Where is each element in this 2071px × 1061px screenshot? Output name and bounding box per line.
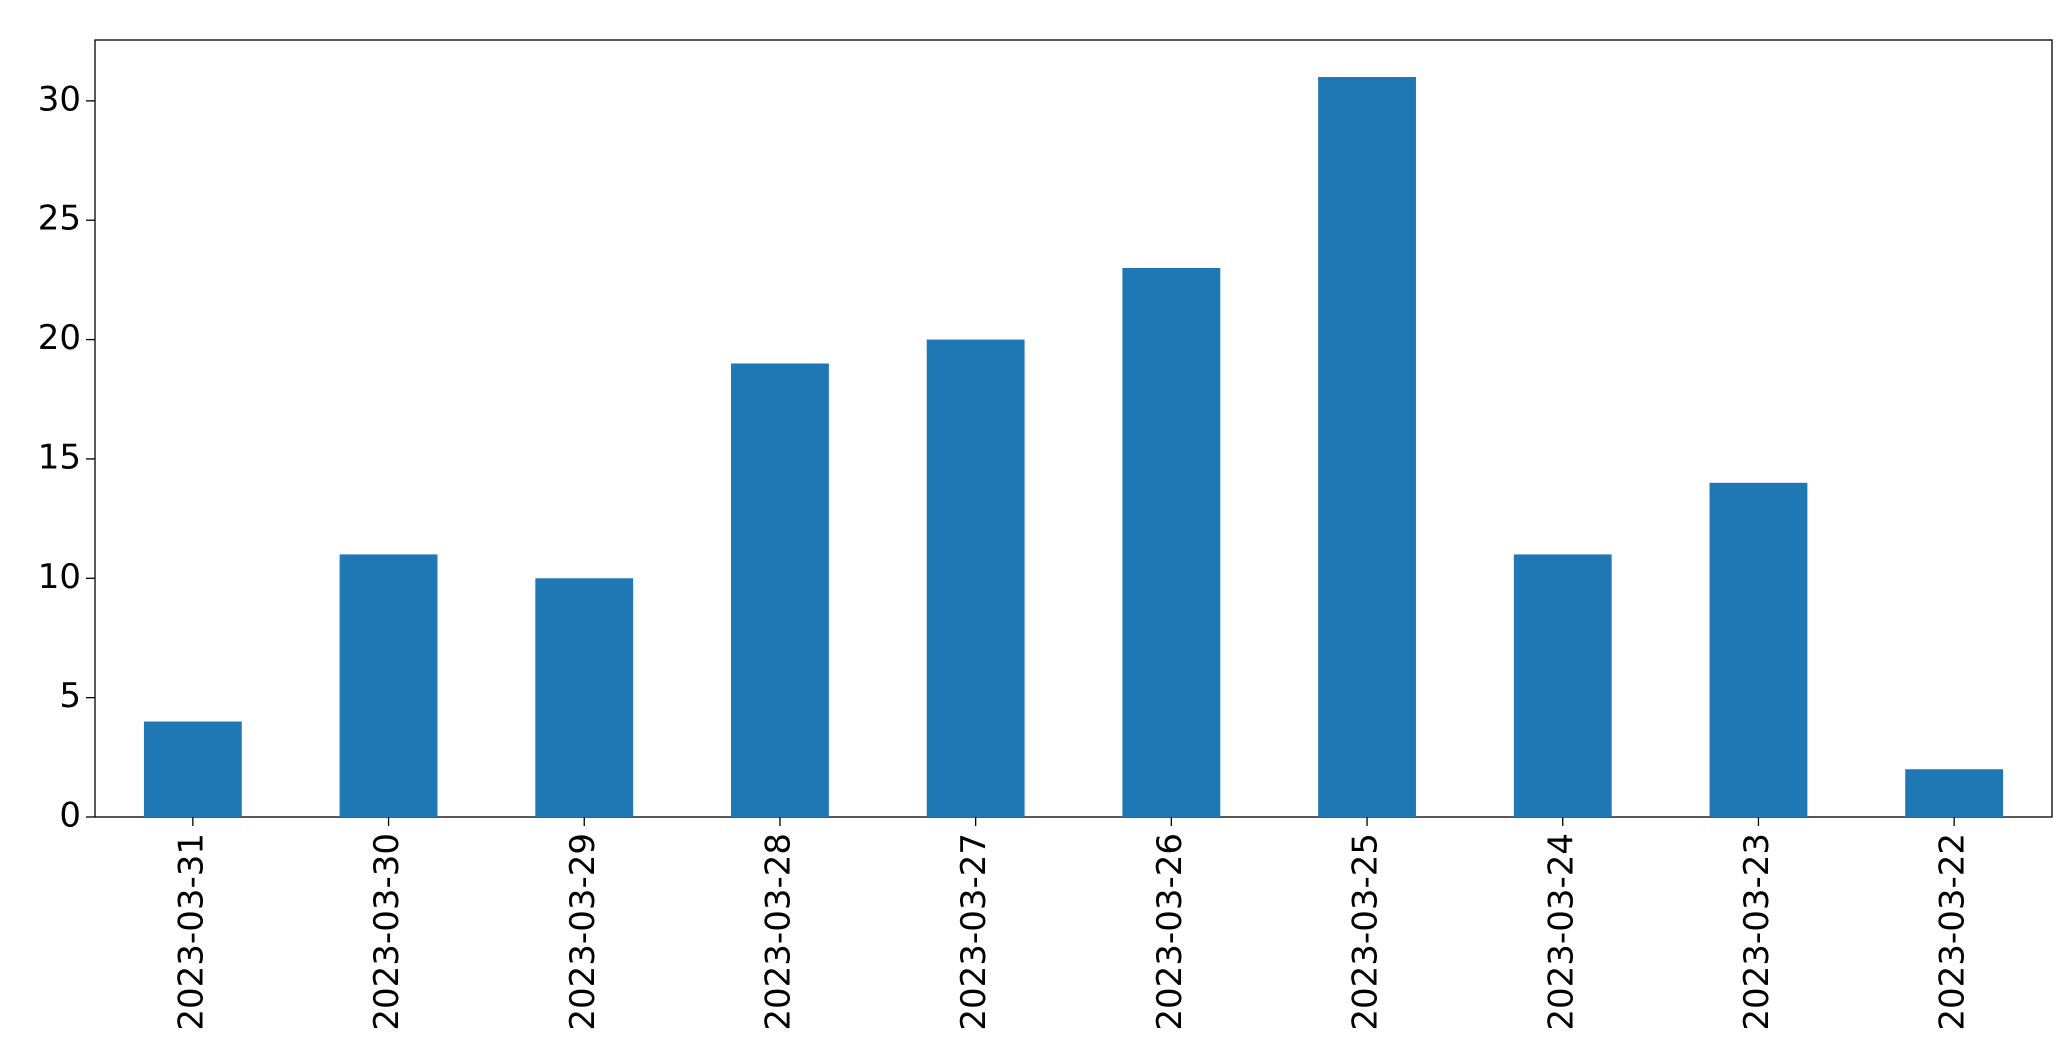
x-tick-label: 2023-03-23 bbox=[1737, 833, 1777, 1031]
x-tick-label: 2023-03-25 bbox=[1346, 833, 1386, 1031]
bar bbox=[339, 554, 438, 817]
x-tick-label: 2023-03-30 bbox=[367, 833, 407, 1031]
bar bbox=[1513, 554, 1612, 817]
bar bbox=[143, 721, 242, 817]
y-tick-label: 5 bbox=[59, 676, 81, 716]
bar bbox=[1122, 267, 1221, 817]
bar bbox=[731, 363, 829, 817]
x-tick-label: 2023-03-29 bbox=[563, 833, 603, 1031]
y-tick-label: 25 bbox=[38, 199, 81, 239]
y-tick-label: 15 bbox=[38, 437, 81, 477]
x-tick-label: 2023-03-24 bbox=[1541, 833, 1581, 1031]
bar bbox=[1709, 482, 1808, 817]
bar bbox=[535, 578, 634, 817]
y-tick-label: 30 bbox=[38, 79, 81, 119]
x-tick-label: 2023-03-27 bbox=[954, 833, 994, 1031]
y-tick-label: 20 bbox=[38, 318, 81, 358]
y-tick-label: 10 bbox=[38, 557, 81, 597]
plot-frame bbox=[94, 39, 2053, 818]
x-tick-label: 2023-03-26 bbox=[1150, 833, 1190, 1031]
x-tick-label: 2023-03-28 bbox=[758, 833, 798, 1031]
bar bbox=[1318, 77, 1416, 817]
bar bbox=[926, 339, 1025, 817]
x-tick-label: 2023-03-31 bbox=[171, 833, 211, 1031]
y-tick-label: 0 bbox=[59, 796, 81, 836]
bar bbox=[1905, 769, 2004, 817]
x-tick-label: 2023-03-22 bbox=[1933, 833, 1973, 1031]
